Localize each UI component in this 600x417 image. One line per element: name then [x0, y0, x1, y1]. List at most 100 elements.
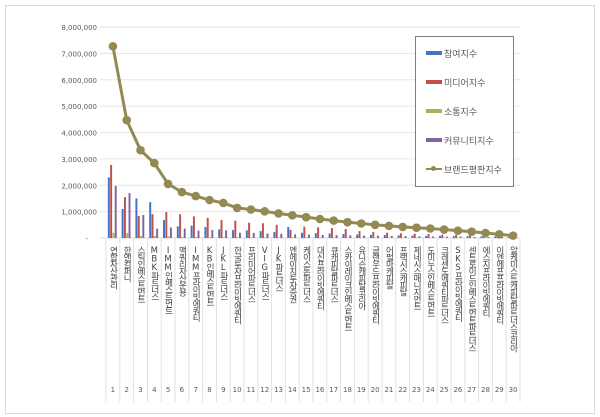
line-marker [439, 225, 449, 234]
bar [266, 233, 269, 238]
x-category-label: 스카이레이크인베스트먼트 [343, 246, 353, 330]
bar [183, 228, 186, 238]
x-category-label: 한국투자프라이빗에쿼티 [232, 246, 242, 325]
x-category-label: 도미누스인베스트먼트 [425, 246, 435, 316]
bar [314, 233, 317, 238]
legend-item: 소통지수 [426, 104, 477, 118]
x-rank-label: 10 [233, 386, 242, 394]
legend-item: 커뮤니티지수 [426, 133, 494, 147]
bar [110, 164, 113, 238]
line-marker [329, 216, 339, 225]
bar [508, 236, 510, 238]
bar [264, 237, 267, 238]
bar [206, 217, 209, 238]
x-category-label: 스틱인베스트먼트 [136, 246, 146, 302]
x-category-label: JKL파트너스 [218, 246, 228, 300]
y-tick-label: 2,000,000 [61, 182, 97, 190]
legend-swatch-icon [426, 51, 442, 55]
bar [330, 227, 333, 238]
bar [335, 235, 338, 238]
bar [236, 237, 239, 238]
x-category-label: MBK파트너스 [149, 246, 159, 300]
x-rank-label: 11 [246, 386, 255, 394]
bar [278, 237, 280, 238]
x-rank-label: 27 [467, 386, 476, 394]
bar [413, 233, 416, 238]
bar [153, 235, 156, 238]
x-category-label: 엔에이치투자증권 [287, 245, 297, 303]
y-tick-label: 7,000,000 [61, 50, 97, 58]
bar [333, 237, 336, 238]
x-rank-label: 24 [426, 386, 435, 394]
x-axis: 연합자산관리 1 한앤컴퍼니 2 스틱인베스트먼트 3 MBK파트너스 4 IMM인베스트먼트 5… [105, 238, 521, 402]
bar [303, 226, 306, 238]
line-marker [122, 115, 131, 125]
line-marker [467, 227, 477, 236]
line-marker [191, 191, 200, 201]
x-category-label: 제네시스매니지먼트 [412, 246, 422, 309]
x-category-label: IMM프라이빗에쿼티 [191, 246, 201, 323]
bar [197, 230, 200, 238]
bar [126, 233, 129, 238]
x-rank-label: 3 [138, 386, 142, 394]
legend-item: 참여지수 [426, 46, 477, 60]
line-marker [177, 187, 187, 197]
x-category-label: 이엔에프프라이빗에쿼티 [494, 245, 504, 325]
x-rank-label: 16 [315, 386, 324, 394]
bar [411, 235, 414, 238]
bar [386, 232, 389, 238]
bar [204, 226, 207, 238]
x-rank-label: 14 [288, 386, 297, 394]
legend-label: 커뮤니티지수 [444, 136, 494, 147]
bar [128, 193, 131, 238]
bar [494, 236, 497, 238]
bar [328, 233, 331, 238]
bar-series [107, 164, 517, 238]
bar [137, 216, 140, 238]
legend-item: 브랜드평판지수 [426, 162, 502, 176]
bar [259, 231, 262, 238]
x-rank-label: 7 [193, 386, 197, 394]
line-marker [150, 158, 159, 168]
bar [372, 231, 375, 238]
x-category-label: 어펄마캐피탈 [384, 245, 394, 289]
line-marker [108, 41, 118, 51]
bar [218, 229, 221, 238]
x-rank-label: 6 [180, 386, 185, 394]
bar [261, 223, 264, 238]
bar [220, 220, 223, 238]
x-rank-label: 4 [152, 386, 157, 394]
line-marker [260, 207, 270, 216]
legend-label: 소통지수 [444, 107, 478, 118]
bar [252, 232, 255, 238]
line-marker [232, 203, 242, 213]
bar [107, 177, 110, 238]
x-rank-label: 9 [221, 386, 225, 394]
bar [181, 236, 184, 238]
legend-line-marker-icon [426, 166, 442, 171]
line-marker [426, 224, 435, 233]
bar [468, 235, 471, 238]
x-category-label: 대신프라이빗에쿼티 [315, 246, 325, 311]
bar [238, 232, 241, 238]
x-rank-label: 15 [302, 386, 311, 394]
line-marker [453, 226, 463, 235]
x-category-label: 크레센도에쿼티파트너스 [439, 246, 449, 323]
x-rank-label: 28 [481, 386, 490, 394]
line-marker [274, 209, 283, 218]
bar [356, 234, 359, 238]
bar [169, 227, 172, 238]
bar [222, 237, 225, 238]
y-tick-label: 5,000,000 [61, 103, 97, 111]
bar [383, 235, 386, 238]
bar [192, 216, 195, 238]
bar [248, 222, 251, 238]
bar [294, 234, 297, 238]
x-category-label: 글랜우드프라이빗에쿼티 [370, 246, 380, 325]
line-marker [246, 205, 256, 214]
x-rank-label: 21 [384, 386, 393, 394]
bar [439, 235, 441, 238]
bar [452, 236, 455, 238]
y-tick-label: 4,000,000 [61, 130, 97, 138]
bar [135, 198, 138, 238]
